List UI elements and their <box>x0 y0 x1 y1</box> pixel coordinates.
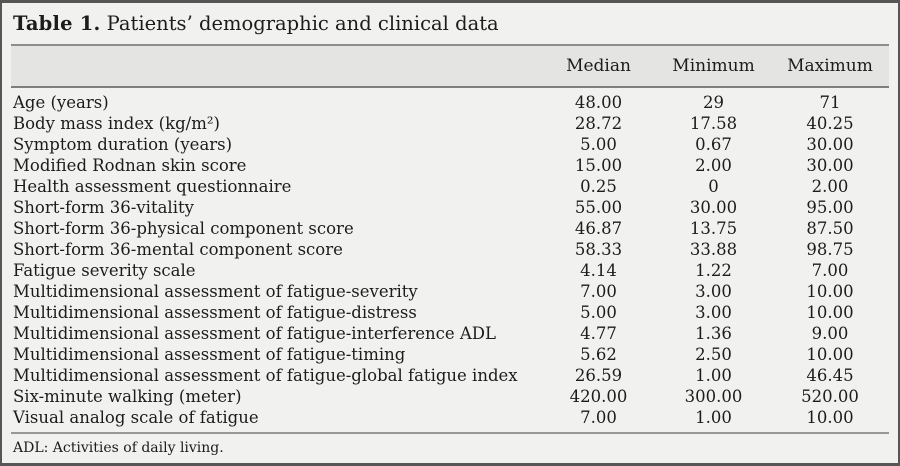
cell-minimum: 2.00 <box>695 156 732 175</box>
row-label: Short-form 36-mental component score <box>13 240 343 259</box>
cell-median: 5.00 <box>580 135 617 154</box>
row-label: Fatigue severity scale <box>13 261 196 280</box>
row-label: Body mass index (kg/m²) <box>13 114 220 133</box>
cell-minimum: 300.00 <box>684 387 743 406</box>
cell-minimum: 29 <box>703 93 724 112</box>
cell-maximum: 30.00 <box>806 156 854 175</box>
cell-minimum: 3.00 <box>695 282 732 301</box>
cell-median: 28.72 <box>574 114 623 133</box>
row-label: Multidimensional assessment of fatigue-s… <box>13 282 418 301</box>
row-label: Symptom duration (years) <box>13 135 233 154</box>
table-row: Visual analog scale of fatigue 7.00 1.00… <box>11 407 889 428</box>
cell-median: 55.00 <box>574 198 623 217</box>
row-label: Multidimensional assessment of fatigue-t… <box>13 345 406 364</box>
cell-median: 4.14 <box>580 261 617 280</box>
table-body: Age (years) 48.00 29 71 Body mass index … <box>11 87 889 428</box>
cell-median: 420.00 <box>569 387 628 406</box>
row-label: Multidimensional assessment of fatigue-g… <box>13 366 518 385</box>
cell-median: 5.62 <box>580 345 617 364</box>
cell-maximum: 9.00 <box>811 324 849 343</box>
cell-maximum: 7.00 <box>811 261 849 280</box>
row-label: Age (years) <box>13 93 109 112</box>
table-row: Fatigue severity scale 4.14 1.22 7.00 <box>11 260 889 281</box>
cell-minimum: 3.00 <box>695 303 732 322</box>
header-minimum: Minimum <box>656 44 771 88</box>
cell-median: 5.00 <box>580 303 617 322</box>
cell-minimum: 0 <box>708 177 719 196</box>
cell-maximum: 95.00 <box>806 198 854 217</box>
table-row: Age (years) 48.00 29 71 <box>11 87 889 113</box>
row-label: Multidimensional assessment of fatigue-i… <box>13 324 496 343</box>
header-row: Median Minimum Maximum <box>11 44 889 88</box>
cell-maximum: 30.00 <box>806 135 854 154</box>
cell-maximum: 10.00 <box>806 303 854 322</box>
row-label: Six-minute walking (meter) <box>13 387 242 406</box>
header-maximum: Maximum <box>771 44 889 88</box>
cell-maximum: 87.50 <box>806 219 854 238</box>
cell-maximum: 520.00 <box>801 387 859 406</box>
cell-median: 26.59 <box>574 366 623 385</box>
cell-minimum: 1.00 <box>695 408 732 427</box>
cell-median: 7.00 <box>580 408 617 427</box>
row-label: Multidimensional assessment of fatigue-d… <box>13 303 417 322</box>
cell-minimum: 17.58 <box>689 114 738 133</box>
cell-median: 46.87 <box>574 219 623 238</box>
header-median: Median <box>541 44 656 88</box>
table-title-text: Patients’ demographic and clinical data <box>100 12 499 35</box>
row-label: Modified Rodnan skin score <box>13 156 247 175</box>
table-row: Multidimensional assessment of fatigue-d… <box>11 302 889 323</box>
cell-minimum: 13.75 <box>689 219 738 238</box>
cell-minimum: 1.22 <box>695 261 732 280</box>
row-label: Short-form 36-physical component score <box>13 219 354 238</box>
table-number: Table 1. <box>13 12 101 35</box>
table-row: Six-minute walking (meter) 420.00 300.00… <box>11 386 889 407</box>
cell-minimum: 1.36 <box>695 324 732 343</box>
cell-median: 48.00 <box>574 93 623 112</box>
data-table: Median Minimum Maximum Age (years) 48.00… <box>11 44 889 428</box>
cell-median: 15.00 <box>574 156 623 175</box>
cell-maximum: 10.00 <box>806 282 854 301</box>
header-empty-cell <box>11 44 541 88</box>
cell-maximum: 98.75 <box>806 240 854 259</box>
cell-maximum: 10.00 <box>806 408 854 427</box>
cell-minimum: 30.00 <box>689 198 738 217</box>
table-row: Short-form 36-vitality 55.00 30.00 95.00 <box>11 197 889 218</box>
row-label: Visual analog scale of fatigue <box>13 408 259 427</box>
cell-maximum: 71 <box>819 93 841 112</box>
cell-median: 4.77 <box>580 324 617 343</box>
table-row: Multidimensional assessment of fatigue-g… <box>11 365 889 386</box>
cell-maximum: 2.00 <box>811 177 849 196</box>
cell-minimum: 33.88 <box>689 240 738 259</box>
table-row: Short-form 36-physical component score 4… <box>11 218 889 239</box>
cell-median: 0.25 <box>580 177 617 196</box>
table-footnote: ADL: Activities of daily living. <box>11 432 889 463</box>
cell-maximum: 46.45 <box>806 366 854 385</box>
table-title: Table 1. Patients’ demographic and clini… <box>11 3 889 44</box>
table-row: Body mass index (kg/m²) 28.72 17.58 40.2… <box>11 113 889 134</box>
cell-maximum: 10.00 <box>806 345 854 364</box>
table-row: Modified Rodnan skin score 15.00 2.00 30… <box>11 155 889 176</box>
table-row: Short-form 36-mental component score 58.… <box>11 239 889 260</box>
cell-minimum: 1.00 <box>695 366 732 385</box>
table-row: Multidimensional assessment of fatigue-s… <box>11 281 889 302</box>
table-row: Health assessment questionnaire 0.25 0 2… <box>11 176 889 197</box>
cell-minimum: 2.50 <box>695 345 732 364</box>
cell-maximum: 40.25 <box>806 114 854 133</box>
cell-minimum: 0.67 <box>695 135 732 154</box>
cell-median: 7.00 <box>580 282 617 301</box>
row-label: Short-form 36-vitality <box>13 198 194 217</box>
cell-median: 58.33 <box>574 240 623 259</box>
table-row: Symptom duration (years) 5.00 0.67 30.00 <box>11 134 889 155</box>
table-row: Multidimensional assessment of fatigue-t… <box>11 344 889 365</box>
row-label: Health assessment questionnaire <box>13 177 292 196</box>
table-row: Multidimensional assessment of fatigue-i… <box>11 323 889 344</box>
